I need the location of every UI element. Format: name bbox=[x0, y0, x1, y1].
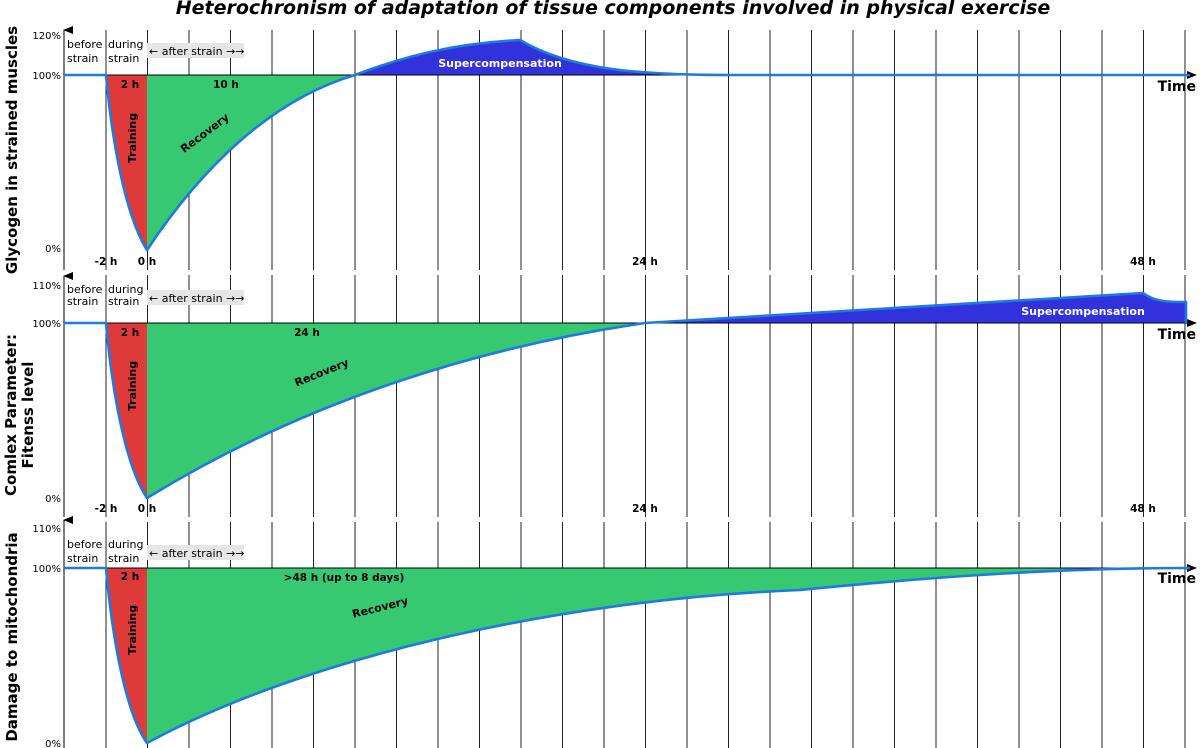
y-tick-100: 100% bbox=[32, 564, 61, 575]
fitness-curve bbox=[64, 291, 1188, 500]
recovery-area bbox=[147, 568, 1190, 743]
recovery-duration: >48 h (up to 8 days) bbox=[284, 572, 405, 584]
y-axis-label: Damage to mitochondria bbox=[3, 532, 21, 741]
y-axis-label: Glycogen in strained muscles bbox=[3, 26, 21, 274]
after-strain-label: ← after strain →→ bbox=[149, 547, 245, 560]
phase-before-label-2: strain bbox=[67, 52, 98, 65]
training-duration: 2 h bbox=[121, 79, 139, 91]
time-label: Time bbox=[1158, 571, 1196, 587]
y-tick-100: 100% bbox=[32, 71, 61, 82]
recovery-duration: 24 h bbox=[294, 327, 320, 339]
y-tick-0: 0% bbox=[45, 739, 61, 748]
training-duration: 2 h bbox=[121, 571, 139, 583]
after-strain-label: ← after strain →→ bbox=[149, 45, 245, 58]
training-label: Training bbox=[126, 113, 139, 163]
after-strain-label: ← after strain →→ bbox=[149, 292, 245, 305]
phase-during-label: during bbox=[108, 538, 144, 551]
phase-during-label-2: strain bbox=[108, 295, 139, 308]
phase-before-label: before bbox=[67, 283, 103, 296]
y-tick-0: 0% bbox=[45, 494, 61, 505]
time-label: Time bbox=[1158, 79, 1196, 95]
recovery-area bbox=[147, 75, 355, 250]
phase-during-label: during bbox=[108, 283, 144, 296]
mitochondria-curve bbox=[64, 566, 1191, 745]
x-tick-minus2h: -2 h bbox=[95, 256, 118, 268]
training-area bbox=[106, 568, 147, 743]
diagram-title: Heterochronism of adaptation of tissue c… bbox=[176, 0, 1051, 19]
recovery-duration: 10 h bbox=[213, 79, 239, 91]
phase-before-label-2: strain bbox=[67, 295, 98, 308]
phase-before-label: before bbox=[67, 538, 103, 551]
panel-mitochondria: Damage to mitochondria 110% 100% 0% befo… bbox=[3, 516, 1197, 748]
training-duration: 2 h bbox=[121, 327, 139, 339]
x-tick-0h: 0 h bbox=[138, 503, 156, 515]
x-tick-minus2h: -2 h bbox=[95, 503, 118, 515]
recovery-area bbox=[147, 323, 645, 498]
panel-glycogen: Glycogen in strained muscles 120% 100% 0… bbox=[3, 26, 1197, 274]
phase-during-label-2: strain bbox=[108, 52, 139, 65]
x-tick-24h: 24 h bbox=[632, 503, 658, 515]
after-strain-box bbox=[147, 545, 244, 560]
y-tick-top: 110% bbox=[32, 281, 61, 292]
phase-during-label: during bbox=[108, 38, 144, 51]
phase-before-label-2: strain bbox=[67, 552, 98, 565]
after-strain-box bbox=[147, 290, 244, 305]
supercompensation-label: Supercompensation bbox=[1021, 305, 1145, 318]
x-tick-24h: 24 h bbox=[632, 256, 658, 268]
glycogen-curve bbox=[64, 38, 1190, 252]
phase-during-label-2: strain bbox=[108, 552, 139, 565]
phase-before-label: before bbox=[67, 38, 103, 51]
training-label: Training bbox=[126, 361, 139, 411]
y-tick-100: 100% bbox=[32, 319, 61, 330]
y-axis-label-line1: Comlex Parameter: bbox=[2, 334, 20, 496]
supercompensation-label: Supercompensation bbox=[438, 57, 562, 70]
training-area bbox=[106, 323, 147, 498]
x-tick-48h: 48 h bbox=[1130, 503, 1156, 515]
training-area bbox=[106, 75, 147, 250]
y-tick-top: 120% bbox=[32, 31, 61, 42]
time-label: Time bbox=[1158, 327, 1196, 343]
x-tick-0h: 0 h bbox=[138, 256, 156, 268]
y-tick-0: 0% bbox=[45, 244, 61, 255]
after-strain-box bbox=[147, 43, 244, 58]
y-axis-label-line2: Fitenss level bbox=[19, 362, 37, 469]
panel-fitness: Comlex Parameter: Fitenss level 110% 100… bbox=[2, 272, 1197, 517]
x-tick-48h: 48 h bbox=[1130, 256, 1156, 268]
training-label: Training bbox=[126, 605, 139, 655]
grid-lines bbox=[105, 30, 1186, 270]
y-tick-top: 110% bbox=[32, 524, 61, 535]
